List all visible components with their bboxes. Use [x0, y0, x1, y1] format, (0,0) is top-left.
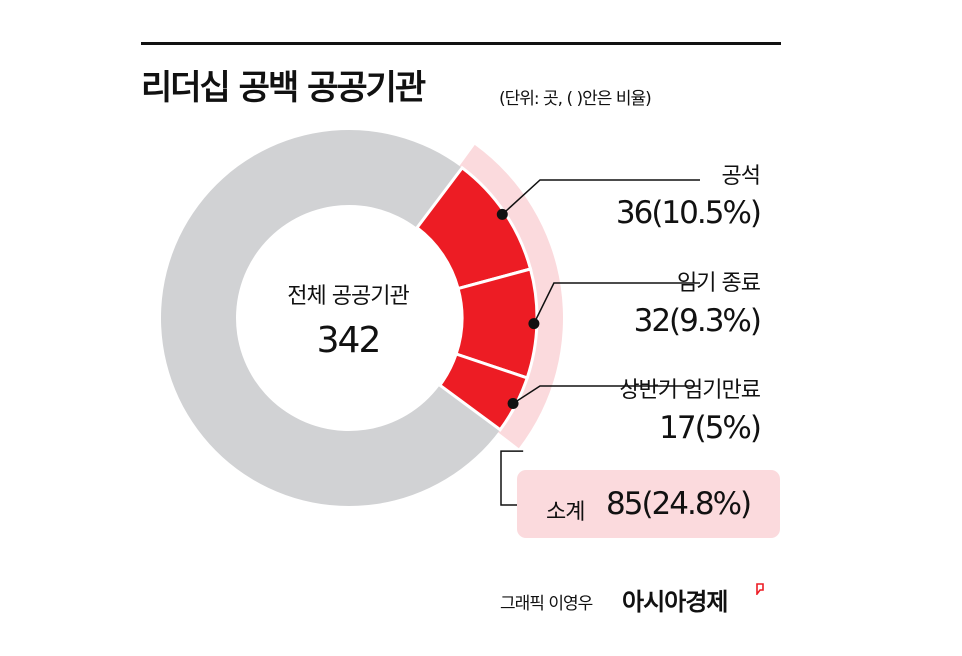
segment-value-vacant: 36(10.5%)	[615, 195, 762, 231]
segment-term-expiring	[437, 352, 530, 432]
chart-title: 리더십 공백 공공기관	[141, 68, 426, 108]
segment-term-ended-dot	[528, 318, 540, 330]
brand-mark-icon	[756, 583, 764, 595]
brand-logo-text: 아시아경제	[622, 588, 728, 616]
segment-name-term-ended: 임기 종료	[677, 271, 761, 296]
chart-subtitle: (단위: 곳, ( )안은 비율)	[499, 89, 652, 109]
subtotal-leader	[500, 450, 524, 506]
top-rule	[141, 42, 781, 45]
graphic-credit: 그래픽 이영우	[500, 594, 593, 614]
subtotal-band	[459, 144, 563, 449]
center-value: 342	[316, 320, 382, 361]
subtotal-value: 85(24.8%)	[606, 486, 752, 522]
segment-vacant-dot	[496, 208, 508, 220]
subtotal-label: 소계	[546, 500, 585, 525]
segment-value-term-ended: 32(9.3%)	[633, 303, 762, 339]
segment-name-vacant: 공석	[721, 164, 761, 189]
segment-term-expiring-dot	[507, 397, 519, 409]
subtotal-box	[517, 470, 780, 538]
segment-value-term-expiring: 17(5%)	[659, 410, 762, 446]
center-label: 전체 공공기관	[287, 284, 409, 309]
segment-vacant-leader	[501, 179, 700, 215]
segment-rest	[160, 129, 501, 506]
segment-term-ended-leader	[533, 282, 700, 324]
segment-term-expiring-leader	[512, 385, 700, 405]
segment-name-term-expiring: 상반기 임기만료	[619, 378, 761, 403]
